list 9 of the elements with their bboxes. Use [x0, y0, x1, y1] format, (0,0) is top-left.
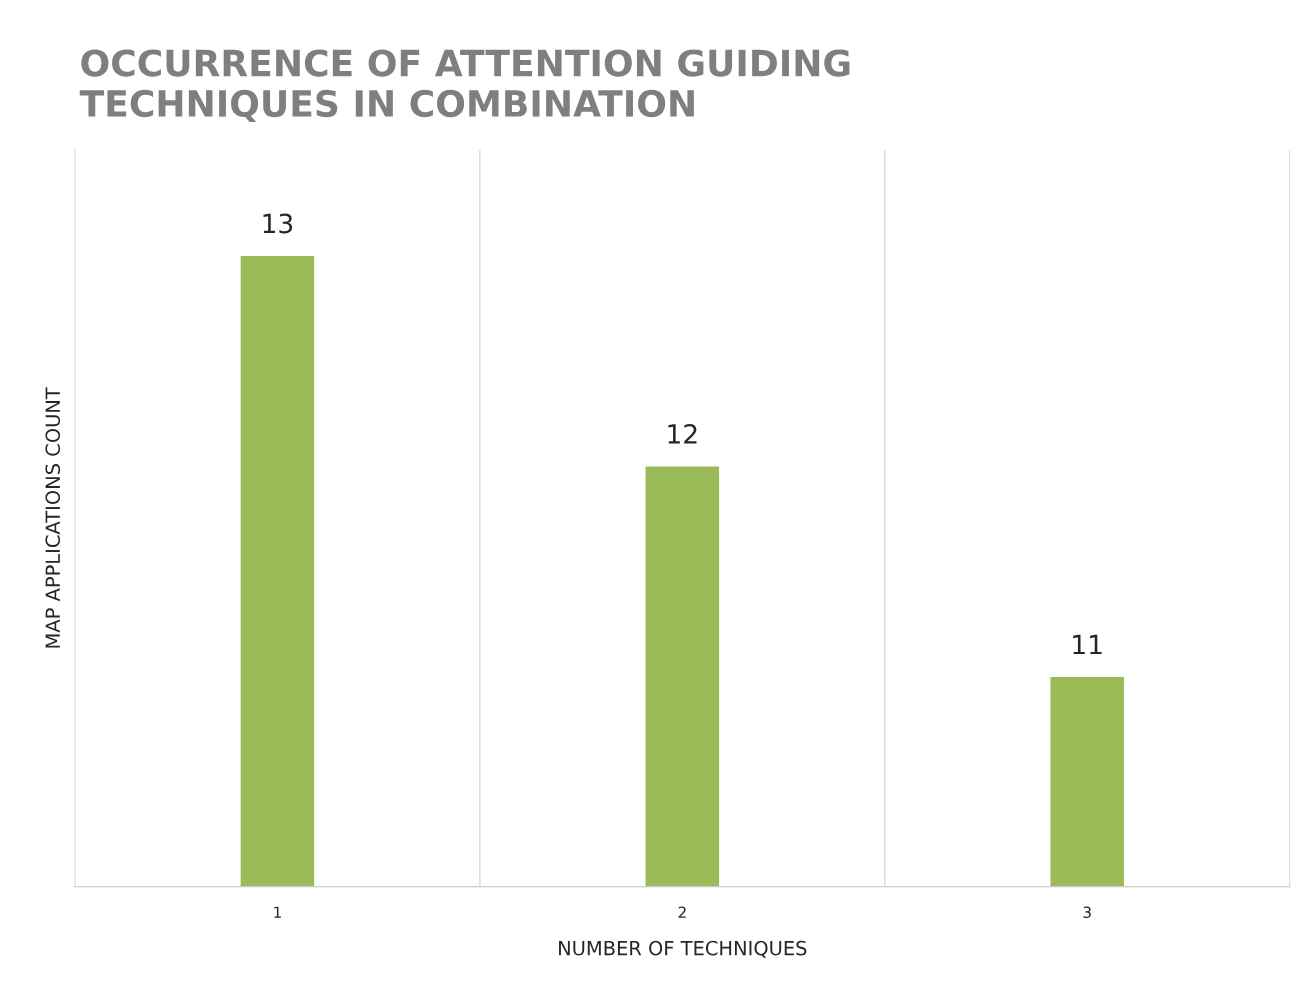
x-tick-label: 2 — [678, 906, 686, 918]
x-axis-title: NUMBER OF TECHNIQUES — [559, 940, 807, 958]
data-label: 12 — [668, 423, 697, 444]
chart-title: OCCURRENCE OF ATTENTION GUIDING TECHNIQUES IN COMBINATION — [79, 49, 850, 122]
x-tick-label: 1 — [274, 906, 281, 918]
data-label: 13 — [263, 213, 293, 234]
data-label: 11 — [1073, 634, 1102, 655]
x-tick-label: 3 — [1083, 906, 1091, 919]
y-axis-title: MAP APPLICATIONS COUNT — [45, 387, 61, 648]
